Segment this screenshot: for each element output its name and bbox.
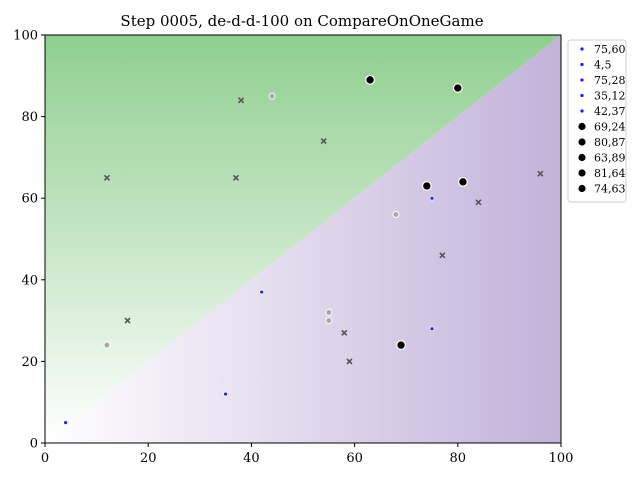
x-axis: 0 20 40 60 80 100 [41, 443, 574, 466]
x-marker-point [346, 358, 353, 365]
small-point [63, 420, 69, 426]
lower-region [45, 35, 561, 443]
legend-label: 75,60 [594, 43, 626, 56]
legend-marker [580, 109, 584, 113]
legend-marker [580, 62, 584, 67]
gray-point [103, 341, 111, 349]
legend-marker [578, 169, 586, 177]
y-tick-label: 40 [21, 273, 38, 288]
legend-marker [580, 47, 584, 51]
legend-label: 81,64 [594, 167, 626, 180]
legend-marker [580, 78, 584, 82]
x-marker-point [232, 174, 239, 181]
plot-frame [44, 34, 562, 444]
legend: 75,60 4,5 75,28 35,12 42,37 69,24 80,87 63,89 81… [567, 39, 627, 203]
x-marker-point [124, 317, 131, 324]
legend-label: 80,87 [594, 136, 626, 149]
x-tick-label: 20 [140, 451, 157, 466]
x-tick-label: 100 [549, 451, 574, 466]
legend-label: 69,24 [594, 121, 626, 134]
small-point [259, 289, 265, 295]
y-tick-label: 20 [21, 355, 38, 370]
y-tick-label: 80 [21, 110, 38, 125]
chart-title: Step 0005, de-d-d-100 on CompareOnOneGam… [120, 12, 483, 30]
small-point [429, 326, 435, 332]
gray-point [392, 211, 400, 219]
x-marker-point [238, 97, 245, 104]
x-tick-label: 80 [450, 451, 467, 466]
x-marker-point [341, 329, 348, 336]
large-point [452, 83, 463, 93]
x-tick-label: 60 [346, 451, 363, 466]
x-marker-point [537, 170, 544, 177]
legend-marker [578, 153, 586, 162]
legend-marker [580, 93, 584, 98]
large-point [396, 340, 406, 350]
gray-point [325, 308, 333, 316]
y-axis: 0 20 40 60 80 100 [13, 29, 45, 452]
x-marker-point [320, 138, 327, 145]
small-point [223, 391, 229, 397]
x-tick-label: 40 [243, 451, 260, 466]
large-point [365, 74, 375, 85]
legend-label: 63,89 [594, 152, 626, 165]
y-tick-label: 100 [13, 29, 38, 44]
legend-marker [578, 184, 586, 193]
small-point [429, 195, 435, 201]
y-tick-label: 0 [30, 437, 38, 452]
x-marker-point [475, 199, 482, 206]
legend-marker [578, 138, 586, 146]
x-tick-label: 0 [41, 451, 49, 466]
plot-marks [63, 74, 544, 426]
x-marker-point [103, 174, 110, 181]
gray-point [325, 317, 333, 325]
legend-label: 75,28 [594, 74, 626, 87]
x-marker-point [439, 252, 446, 259]
gray-point [268, 92, 276, 100]
legend-marker [578, 122, 586, 131]
legend-label: 74,63 [594, 183, 626, 196]
legend-label: 4,5 [594, 59, 612, 72]
y-tick-label: 60 [21, 192, 38, 207]
large-point [421, 181, 432, 191]
legend-label: 35,12 [594, 90, 626, 103]
large-point [458, 176, 468, 187]
legend-label: 42,37 [594, 105, 626, 118]
